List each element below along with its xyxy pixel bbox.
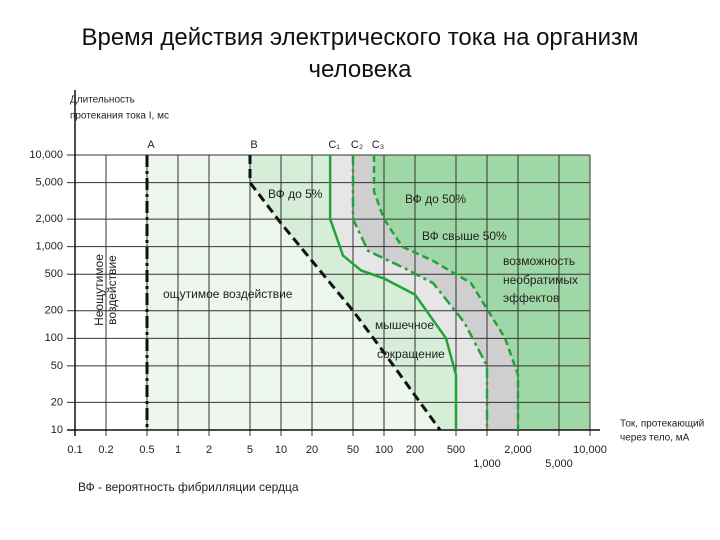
annotation: Неощутимое [92,254,106,326]
boundary-line [351,155,489,430]
y-axis-label: Длительность [70,95,135,106]
y-tick-label: 1,000 [35,241,63,253]
annotation: воздействие [105,255,119,325]
annotation: необратимых [503,273,578,287]
x-axis-label: Ток, протекающий [620,419,704,430]
annotation: эффектов [503,291,559,305]
series-label: A [147,139,155,151]
boundary-line [328,155,458,430]
x-tick-label: 20 [306,444,318,456]
y-axis-label: протекания тока I, мс [70,111,169,122]
x-tick-label: 0.2 [98,444,113,456]
x-tick-label: 100 [375,444,393,456]
x-tick-label: 10 [275,444,287,456]
x-tick-label: 2,000 [504,444,532,456]
series-label: C₃ [372,139,384,151]
y-tick-label: 5,000 [35,177,63,189]
y-tick-label: 10 [51,424,63,436]
annotation: ощутимое воздействие [163,287,293,301]
y-tick-label: 100 [45,332,63,344]
annotation: мышечное [375,318,434,332]
x-tick-label: 200 [406,444,424,456]
footnote: ВФ - вероятность фибрилляции сердца [78,480,299,494]
x-tick-label: 2 [206,444,212,456]
series-label: B [250,139,257,151]
annotation: ВФ до 5% [268,187,323,201]
y-tick-label: 200 [45,305,63,317]
x-tick-label: 1 [175,444,181,456]
y-tick-label: 500 [45,268,63,280]
annotation: возможность [503,254,575,268]
x-tick-label: 5,000 [545,458,573,470]
y-tick-label: 50 [51,360,63,372]
x-tick-label: 0.5 [139,444,154,456]
zone [374,155,590,430]
x-tick-label: 500 [447,444,465,456]
boundary-line [248,155,442,431]
x-axis-label: через тело, мА [620,433,690,444]
x-tick-label: 0.1 [67,444,82,456]
series-label: C₂ [351,139,363,151]
series-label: C₁ [328,139,340,151]
x-tick-label: 50 [347,444,359,456]
chart-title: Время действия электрического тока на ор… [81,24,639,83]
x-tick-label: 1,000 [473,458,501,470]
boundary-line [372,155,520,430]
x-tick-label: 10,000 [573,444,607,456]
annotation: сокращение [377,347,445,361]
annotation: ВФ свыше 50% [422,229,507,243]
y-tick-label: 10,000 [29,149,63,161]
y-tick-label: 20 [51,396,63,408]
x-tick-label: 5 [247,444,253,456]
annotation: ВФ до 50% [405,192,466,206]
y-tick-label: 2,000 [35,213,63,225]
